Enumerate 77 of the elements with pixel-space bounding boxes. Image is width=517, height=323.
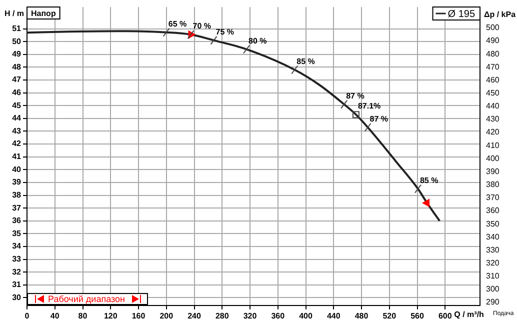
y-tick-label: 51 — [12, 24, 22, 33]
x-tick-label: 280 — [215, 311, 230, 320]
y2-tick-label: 410 — [486, 140, 500, 150]
annotation: Напор — [31, 9, 56, 18]
y2-tick-label: 460 — [486, 75, 500, 84]
y-tick-label: 33 — [12, 254, 22, 264]
y-tick-label: 43 — [12, 126, 22, 136]
y2-tick-label: 470 — [486, 62, 500, 72]
y-tick-label: 49 — [12, 50, 22, 59]
y2-tick-label: 360 — [486, 206, 500, 216]
annotation: 75 % — [216, 27, 234, 36]
annotation: 87 % — [346, 91, 364, 100]
y-tick-label: 31 — [12, 280, 22, 290]
y2-tick-label: 300 — [486, 284, 500, 294]
y-tick-label: 39 — [12, 178, 22, 187]
y2-tick-label: 380 — [486, 180, 500, 190]
y-tick-label: 35 — [12, 228, 22, 238]
x-tick-label: 160 — [132, 311, 146, 320]
y2-tick-label: 340 — [486, 232, 500, 242]
y-tick-label: 41 — [12, 152, 22, 162]
x-tick-label: 120 — [104, 311, 118, 320]
x-tick-label: 600 — [438, 311, 452, 320]
y2-tick-label: 400 — [486, 154, 500, 163]
y2-tick-label: 430 — [486, 114, 500, 124]
y2-tick-label: 500 — [486, 23, 500, 32]
x-tick-label: 400 — [299, 311, 313, 320]
y-tick-label: 46 — [12, 88, 22, 98]
legend-label: Ø 195 — [448, 9, 476, 20]
annotation: 87 % — [370, 114, 388, 124]
annotation: Рабочий диапазон — [48, 294, 125, 304]
y2-tick-label: 440 — [486, 102, 500, 111]
y2-tick-label: 290 — [486, 298, 500, 307]
x-tick-label: 320 — [243, 311, 258, 320]
x-tick-label: 480 — [354, 311, 369, 320]
x-tick-label: 80 — [78, 311, 88, 320]
annotation: 85 % — [296, 56, 315, 66]
y-tick-label: 47 — [12, 75, 22, 84]
y2-tick-label: 390 — [486, 166, 500, 176]
y2-tick-label: 490 — [486, 36, 500, 46]
y2-tick-label: 370 — [486, 193, 500, 202]
point — [352, 111, 360, 118]
y-tick-label: 45 — [12, 100, 22, 110]
x-tick-label: 360 — [271, 311, 286, 320]
y-tick-label: 44 — [12, 114, 22, 123]
x-axis-title: Q / m³/h — [454, 310, 484, 319]
y-tick-label: 34 — [12, 242, 22, 251]
y2-tick-label: 310 — [486, 272, 500, 281]
annotation: 65 % — [168, 19, 187, 28]
y-tick-label: 38 — [12, 190, 22, 200]
y-tick-label: 40 — [12, 164, 22, 174]
x-tick-label: 200 — [160, 311, 174, 320]
x-tick-label: 0 — [24, 311, 30, 320]
y-tick-label: 48 — [12, 62, 22, 72]
x-tick-label: 40 — [50, 311, 60, 320]
y-tick-label: 32 — [12, 267, 22, 276]
annotation: 80 % — [248, 36, 267, 46]
x-tick-label: 520 — [382, 311, 397, 320]
y2-tick-label: 350 — [486, 219, 500, 228]
annotation: 70 % — [192, 22, 212, 31]
y-tick-label: 36 — [12, 216, 22, 226]
x-tick-label: 240 — [188, 311, 202, 320]
x-tick-label: 440 — [326, 311, 341, 320]
y-tick-label: 50 — [12, 36, 22, 46]
y2-tick-label: 420 — [486, 128, 500, 137]
point — [422, 198, 430, 207]
annotation: 87.1% — [358, 102, 381, 111]
x-tick-label: 560 — [410, 311, 424, 320]
y2-tick-label: 320 — [486, 258, 500, 268]
annotation: 85 % — [420, 176, 438, 185]
y-tick-label: 37 — [12, 203, 22, 212]
y2-axis-title: Δp / kPa — [484, 10, 516, 19]
y2-tick-label: 450 — [486, 88, 500, 98]
y2-tick-label: 330 — [486, 245, 500, 254]
y2-tick-label: 480 — [486, 49, 500, 58]
y-tick-label: 42 — [12, 139, 22, 148]
y-tick-label: 30 — [12, 292, 22, 302]
y-axis-title: H / m — [4, 9, 24, 18]
